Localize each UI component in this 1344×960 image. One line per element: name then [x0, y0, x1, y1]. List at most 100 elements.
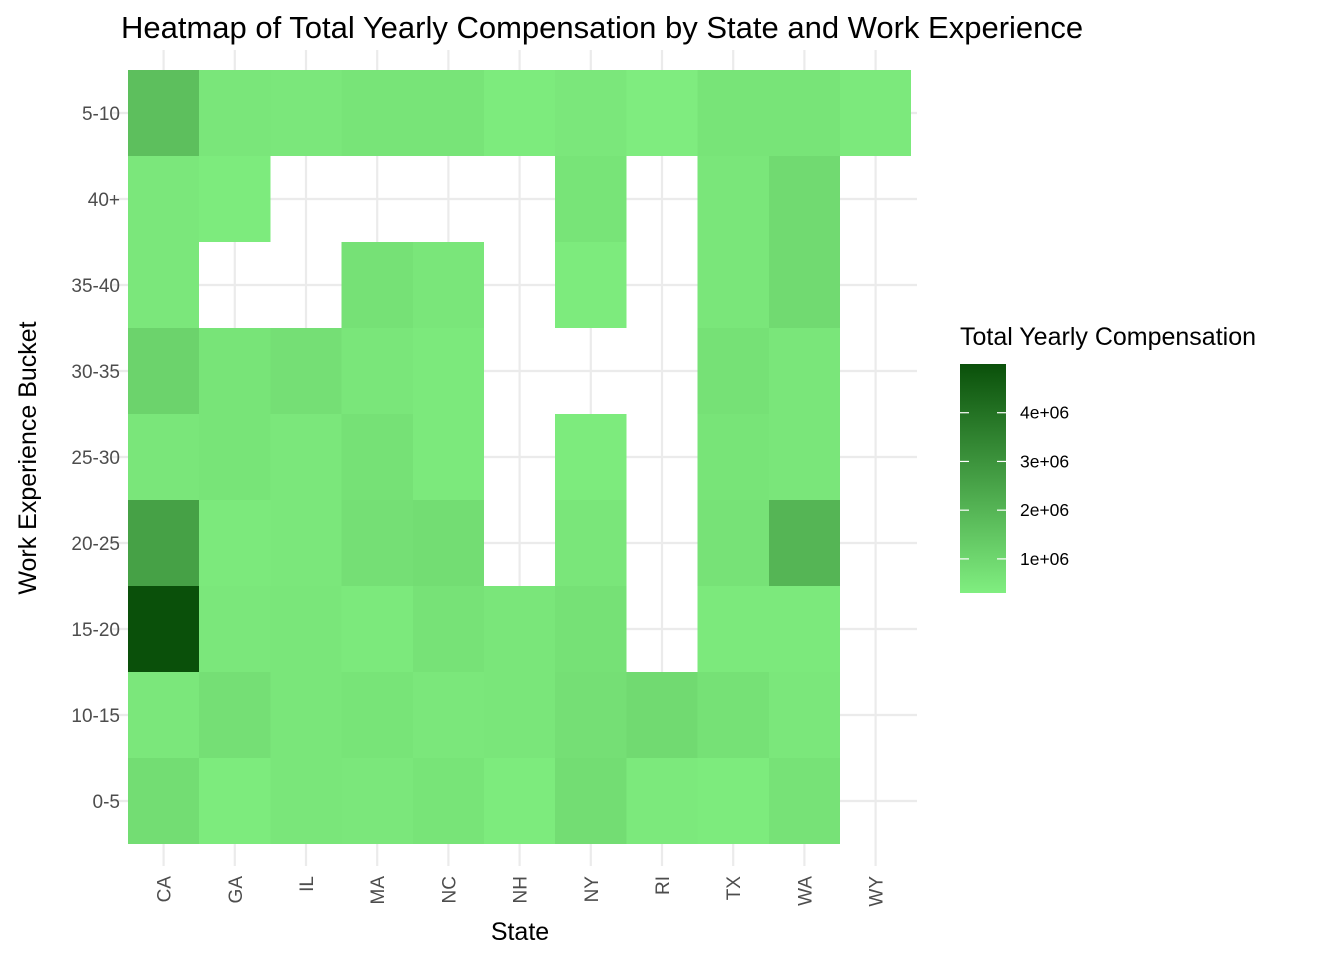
heatmap-cell [768, 328, 840, 414]
legend-tick-label: 3e+06 [1020, 451, 1069, 471]
heatmap-cell [697, 500, 769, 586]
heatmap-cell [412, 672, 484, 758]
heatmap-cell [555, 500, 627, 586]
legend-tick-label: 2e+06 [1020, 500, 1069, 520]
heatmap-cell [555, 414, 627, 500]
heatmap-cell [341, 672, 413, 758]
heatmap-cell [341, 586, 413, 672]
heatmap-cell [128, 414, 200, 500]
heatmap-cell [341, 70, 413, 156]
heatmap-cell [270, 500, 342, 586]
heatmap-cell [199, 500, 271, 586]
heatmap-cell [199, 328, 271, 414]
y-tick-label: 35-40 [71, 276, 120, 297]
heatmap-cell [341, 242, 413, 328]
y-tick-label: 5-10 [82, 104, 120, 125]
heatmap-cell [484, 586, 556, 672]
heatmap-cell [270, 586, 342, 672]
heatmap-cell [412, 414, 484, 500]
y-axis-tick-labels: 0-5 10-15 15-20 20-25 25-30 30-35 35-40 40+ 5-10 [71, 104, 120, 813]
heatmap-cell [697, 156, 769, 242]
heatmap-cell [341, 328, 413, 414]
heatmap-cell [128, 672, 200, 758]
y-tick-label: 10-15 [71, 706, 120, 727]
heatmap-cell [128, 156, 200, 242]
x-tick-label: IL [297, 876, 318, 892]
heatmap-cell [128, 242, 200, 328]
x-axis-title: State [491, 918, 549, 946]
heatmap-cell [697, 328, 769, 414]
heatmap-cell [341, 500, 413, 586]
heatmap-cell [128, 328, 200, 414]
y-tick-label: 15-20 [71, 620, 120, 641]
heatmap-cell [412, 242, 484, 328]
heatmap-cell [270, 70, 342, 156]
heatmap-cell [768, 156, 840, 242]
x-tick-label: CA [155, 876, 176, 903]
legend-tick-label: 4e+06 [1020, 403, 1069, 423]
heatmap-cell [555, 156, 627, 242]
heatmap-cell [484, 672, 556, 758]
x-tick-label: GA [226, 876, 247, 904]
heatmap-cell [768, 70, 840, 156]
heatmap-cell [270, 414, 342, 500]
heatmap-cell [768, 500, 840, 586]
heatmap-cell [270, 672, 342, 758]
heatmap-cell [412, 500, 484, 586]
heatmap-cell [768, 672, 840, 758]
x-tick-label: WA [795, 876, 816, 906]
heatmap-cell [840, 70, 912, 156]
heatmap-cell [768, 758, 840, 844]
heatmap-cell [697, 70, 769, 156]
y-tick-label: 20-25 [71, 534, 120, 555]
legend-title: Total Yearly Compensation [960, 323, 1256, 351]
heatmap-cell [412, 328, 484, 414]
heatmap-cell [626, 758, 698, 844]
heatmap-cell [697, 586, 769, 672]
heatmap-cell [555, 70, 627, 156]
legend-tick-label: 1e+06 [1020, 549, 1069, 569]
y-tick-label: 30-35 [71, 362, 120, 383]
heatmap-cell [484, 70, 556, 156]
y-tick-label: 0-5 [93, 792, 120, 813]
color-legend: Total Yearly Compensation 1e+06 2e+06 3e+0… [960, 323, 1256, 593]
heatmap-cell [128, 500, 200, 586]
heatmap-cell [697, 672, 769, 758]
heatmap-cell [412, 586, 484, 672]
heatmap-cell [199, 586, 271, 672]
heatmap-cell [555, 586, 627, 672]
heatmap-cell [768, 242, 840, 328]
heatmap-cell [199, 70, 271, 156]
x-tick-label: TX [724, 876, 745, 901]
legend-colorbar [960, 364, 1006, 593]
heatmap-cell [768, 414, 840, 500]
heatmap-cell [199, 758, 271, 844]
heatmap-cell [199, 672, 271, 758]
x-tick-label: NH [511, 876, 532, 903]
heatmap-cell [128, 70, 200, 156]
heatmap-cell [199, 156, 271, 242]
x-tick-label: MA [368, 876, 389, 905]
heatmap-cell [555, 758, 627, 844]
x-tick-label: NC [439, 876, 460, 903]
heatmap-cell [199, 414, 271, 500]
x-axis-tick-labels: CA GA IL MA NC NH NY RI TX WA WY [155, 876, 888, 907]
y-axis-title: Work Experience Bucket [14, 321, 42, 594]
x-tick-label: NY [582, 876, 603, 903]
heatmap-cell [626, 672, 698, 758]
heatmap-cell [555, 672, 627, 758]
heatmap-cell [128, 758, 200, 844]
heatmap-cell [412, 70, 484, 156]
heatmap-cell [697, 242, 769, 328]
heatmap-cell [484, 758, 556, 844]
heatmap-cell [626, 70, 698, 156]
heatmap-cell [270, 328, 342, 414]
chart-title: Heatmap of Total Yearly Compensation by … [121, 10, 1083, 45]
heatmap-cell [412, 758, 484, 844]
y-tick-label: 25-30 [71, 448, 120, 469]
x-tick-label: WY [867, 876, 888, 907]
heatmap-cell [128, 586, 200, 672]
x-tick-label: RI [653, 876, 674, 895]
heatmap-cell [555, 242, 627, 328]
